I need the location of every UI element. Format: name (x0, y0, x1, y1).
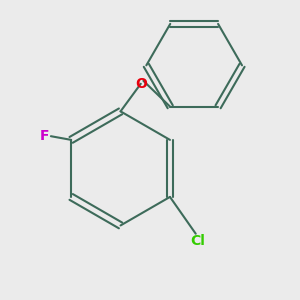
Text: O: O (135, 77, 147, 91)
Text: F: F (40, 129, 49, 143)
Text: Cl: Cl (190, 234, 205, 248)
